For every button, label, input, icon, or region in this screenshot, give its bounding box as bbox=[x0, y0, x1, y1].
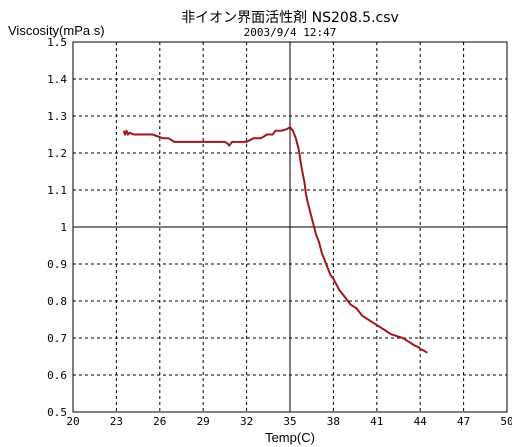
viscosity-series-line bbox=[122, 126, 428, 354]
chart-subtitle: 2003/9/4 12:47 bbox=[244, 26, 337, 39]
x-tick-label: 26 bbox=[153, 415, 166, 428]
grid-lines bbox=[73, 42, 507, 412]
x-tick-label: 29 bbox=[197, 415, 210, 428]
y-tick-label: 1.5 bbox=[47, 36, 67, 49]
y-tick-label: 0.6 bbox=[47, 369, 67, 382]
y-tick-label: 1.1 bbox=[47, 184, 67, 197]
x-axis-label: Temp(C) bbox=[265, 430, 315, 445]
y-tick-label: 1.4 bbox=[47, 73, 67, 86]
x-tick-label: 44 bbox=[414, 415, 428, 428]
x-tick-label: 32 bbox=[240, 415, 253, 428]
x-tick-label: 41 bbox=[370, 415, 383, 428]
x-tick-label: 20 bbox=[66, 415, 79, 428]
x-tick-label: 50 bbox=[500, 415, 512, 428]
x-tick-label: 23 bbox=[110, 415, 123, 428]
tick-labels: 20 23 26 29 32 35 38 41 44 47 50 0.5 0.6 0.7 0.8 0.9 1 1.… bbox=[47, 36, 512, 428]
y-tick-label: 0.8 bbox=[47, 295, 67, 308]
y-tick-label: 1 bbox=[60, 221, 67, 234]
plot-frame bbox=[72, 41, 508, 413]
series-lines bbox=[122, 126, 428, 354]
x-tick-label: 47 bbox=[457, 415, 470, 428]
y-axis-label: Viscosity(mPa s) bbox=[8, 23, 105, 38]
y-tick-label: 0.9 bbox=[47, 258, 67, 271]
y-tick-label: 0.7 bbox=[47, 332, 67, 345]
x-tick-label: 35 bbox=[283, 415, 296, 428]
y-tick-label: 1.2 bbox=[47, 147, 67, 160]
chart-title: 非イオン界面活性剤 NS208.5.csv bbox=[181, 10, 399, 26]
y-tick-label: 1.3 bbox=[47, 110, 67, 123]
y-tick-label: 0.5 bbox=[47, 406, 67, 419]
x-tick-label: 38 bbox=[327, 415, 340, 428]
